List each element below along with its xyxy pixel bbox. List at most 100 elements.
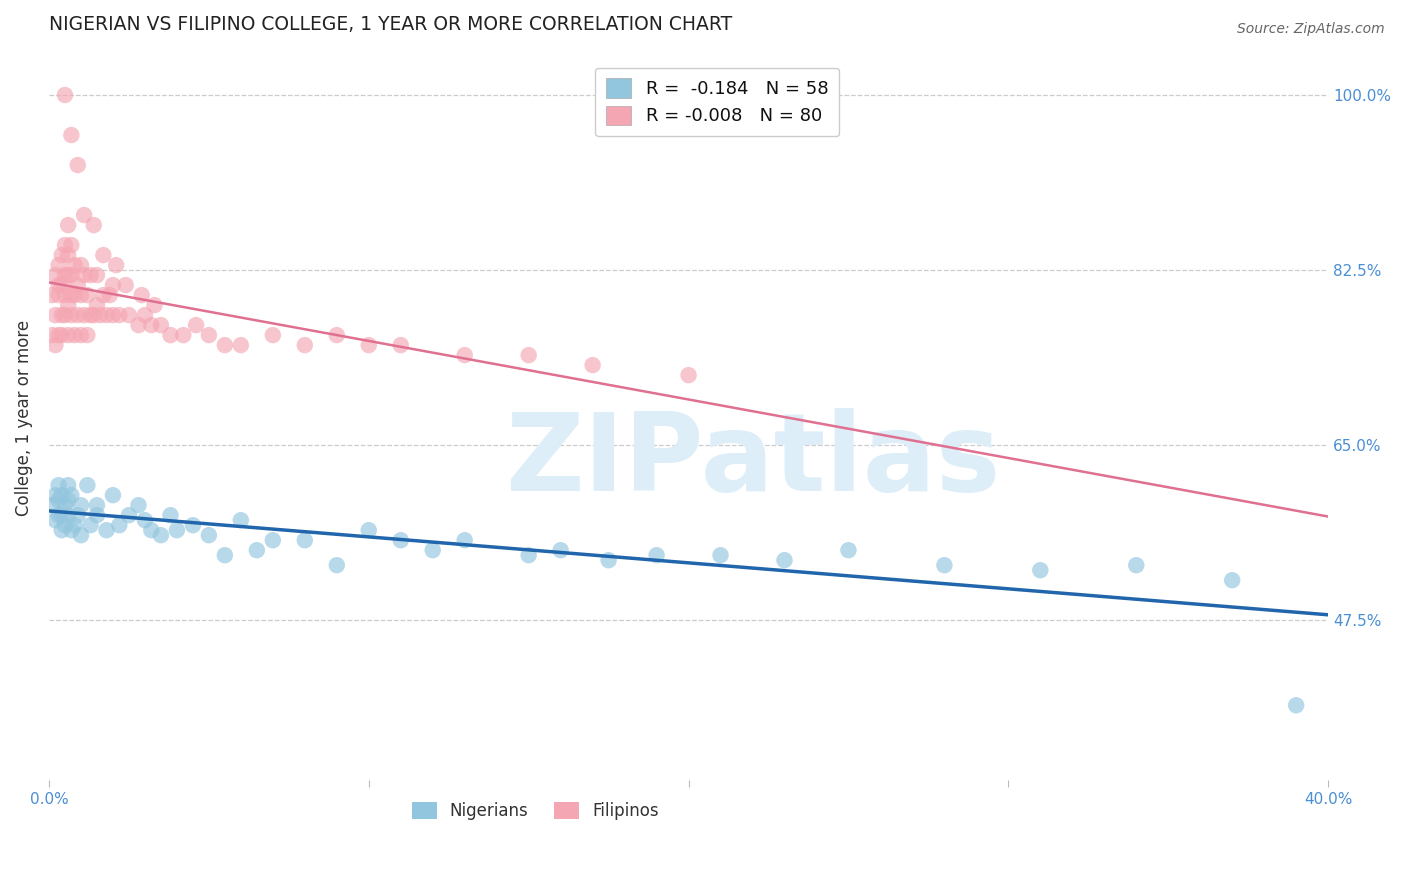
- Point: [51, 328, 73, 343]
- Point: [70, 498, 93, 512]
- Point: [1125, 558, 1147, 573]
- Point: [56, 298, 79, 312]
- Point: [56, 328, 79, 343]
- Point: [63, 328, 86, 343]
- Point: [454, 533, 477, 548]
- Point: [326, 558, 349, 573]
- Point: [294, 338, 316, 352]
- Point: [53, 238, 76, 252]
- Point: [53, 88, 76, 103]
- Point: [128, 498, 150, 512]
- Point: [96, 523, 118, 537]
- Point: [73, 308, 96, 322]
- Legend: Nigerians, Filipinos: Nigerians, Filipinos: [405, 795, 665, 826]
- Point: [326, 328, 349, 343]
- Point: [118, 508, 141, 523]
- Point: [214, 548, 236, 562]
- Point: [229, 338, 252, 352]
- Point: [60, 523, 83, 537]
- Point: [645, 548, 668, 562]
- Point: [105, 258, 128, 272]
- Point: [66, 508, 89, 523]
- Point: [41, 328, 63, 343]
- Point: [422, 543, 444, 558]
- Point: [86, 268, 108, 282]
- Point: [108, 518, 131, 533]
- Point: [1029, 563, 1052, 577]
- Point: [101, 488, 124, 502]
- Point: [56, 493, 79, 508]
- Point: [66, 158, 89, 172]
- Point: [83, 218, 105, 232]
- Point: [141, 318, 163, 332]
- Point: [79, 308, 101, 322]
- Point: [581, 358, 603, 372]
- Point: [83, 308, 105, 322]
- Point: [76, 288, 98, 302]
- Point: [294, 533, 316, 548]
- Point: [149, 528, 172, 542]
- Point: [141, 523, 163, 537]
- Point: [108, 308, 131, 322]
- Point: [246, 543, 269, 558]
- Y-axis label: College, 1 year or more: College, 1 year or more: [15, 319, 32, 516]
- Text: Source: ZipAtlas.com: Source: ZipAtlas.com: [1237, 22, 1385, 37]
- Point: [44, 488, 66, 502]
- Point: [198, 328, 221, 343]
- Point: [134, 513, 156, 527]
- Point: [73, 208, 96, 222]
- Point: [598, 553, 620, 567]
- Text: NIGERIAN VS FILIPINO COLLEGE, 1 YEAR OR MORE CORRELATION CHART: NIGERIAN VS FILIPINO COLLEGE, 1 YEAR OR …: [49, 15, 733, 34]
- Point: [159, 328, 181, 343]
- Point: [41, 288, 63, 302]
- Point: [60, 238, 83, 252]
- Point: [86, 508, 108, 523]
- Point: [101, 308, 124, 322]
- Point: [56, 218, 79, 232]
- Point: [48, 278, 70, 293]
- Point: [51, 523, 73, 537]
- Point: [48, 288, 70, 302]
- Point: [1285, 698, 1308, 713]
- Point: [53, 518, 76, 533]
- Point: [149, 318, 172, 332]
- Point: [60, 488, 83, 502]
- Point: [91, 248, 114, 262]
- Point: [48, 258, 70, 272]
- Point: [184, 318, 207, 332]
- Point: [70, 258, 93, 272]
- Point: [70, 288, 93, 302]
- Text: ZIPatlas: ZIPatlas: [505, 409, 1000, 514]
- Point: [114, 278, 136, 293]
- Point: [229, 513, 252, 527]
- Point: [159, 508, 181, 523]
- Point: [128, 318, 150, 332]
- Point: [357, 523, 380, 537]
- Point: [60, 268, 83, 282]
- Point: [51, 488, 73, 502]
- Point: [44, 268, 66, 282]
- Point: [56, 268, 79, 282]
- Point: [70, 328, 93, 343]
- Point: [214, 338, 236, 352]
- Point: [48, 508, 70, 523]
- Point: [389, 338, 412, 352]
- Point: [181, 518, 204, 533]
- Point: [44, 513, 66, 527]
- Point: [76, 328, 98, 343]
- Point: [56, 508, 79, 523]
- Point: [60, 288, 83, 302]
- Point: [60, 128, 83, 142]
- Point: [66, 308, 89, 322]
- Point: [53, 308, 76, 322]
- Point: [172, 328, 194, 343]
- Point: [934, 558, 956, 573]
- Point: [131, 288, 153, 302]
- Point: [134, 308, 156, 322]
- Point: [53, 268, 76, 282]
- Point: [550, 543, 572, 558]
- Point: [51, 308, 73, 322]
- Point: [709, 548, 731, 562]
- Point: [73, 268, 96, 282]
- Point: [118, 308, 141, 322]
